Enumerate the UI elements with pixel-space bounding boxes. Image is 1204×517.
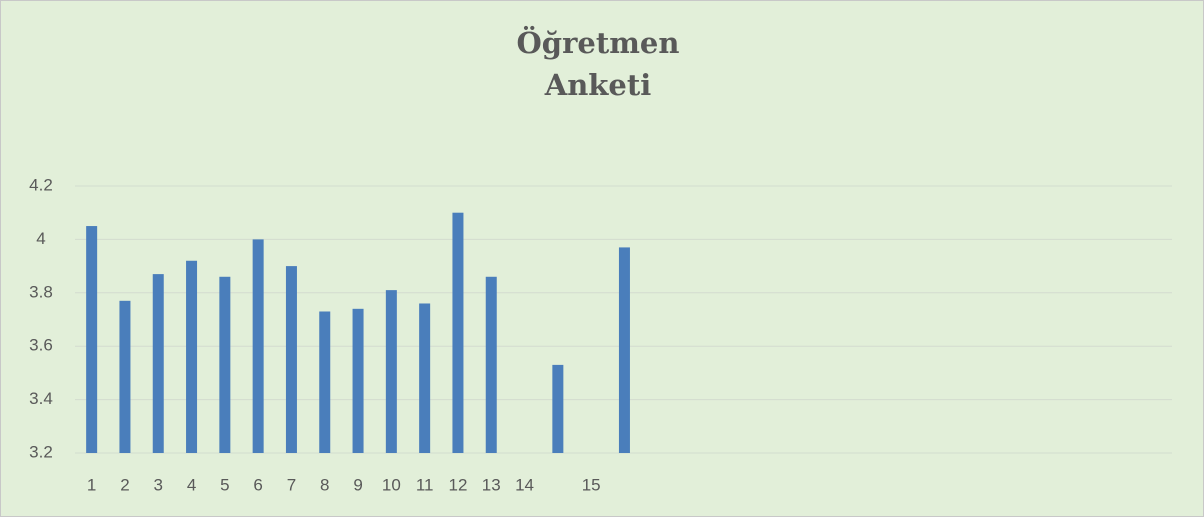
bar [86,226,98,453]
x-tick-label: 4 [187,475,196,494]
x-tick-label: 15 [582,475,601,494]
bar [419,303,431,453]
bar [219,276,231,453]
bar [285,266,297,453]
bar [618,247,630,453]
x-tick-label: 2 [120,475,129,494]
x-tick-label: 3 [154,475,163,494]
x-tick-label: 13 [482,475,501,494]
bar [352,308,364,453]
y-tick-label: 3.4 [29,389,53,408]
x-tick-label: 12 [448,475,467,494]
x-tick-label: 9 [353,475,362,494]
bar [552,364,564,453]
y-tick-label: 3.8 [29,282,53,301]
bar [485,276,497,453]
x-tick-label: 10 [382,475,401,494]
x-tick-label: 6 [253,475,262,494]
bar [385,290,397,453]
chart-title: Öğretmen Anketi [516,26,680,102]
bar [186,260,198,453]
bar [119,300,131,453]
x-tick-label: 5 [220,475,229,494]
bar [252,239,264,453]
y-tick-label: 4.2 [29,175,53,194]
bar [152,274,164,453]
bar [452,212,464,453]
y-tick-label: 3.6 [29,336,53,355]
bar [319,311,331,453]
x-tick-label: 1 [87,475,96,494]
x-tick-label: 14 [515,475,534,494]
x-tick-label: 11 [416,475,434,494]
y-tick-label: 4 [36,229,45,248]
x-tick-label: 7 [287,475,296,494]
x-tick-label: 8 [320,475,329,494]
y-tick-label: 3.2 [29,442,53,461]
